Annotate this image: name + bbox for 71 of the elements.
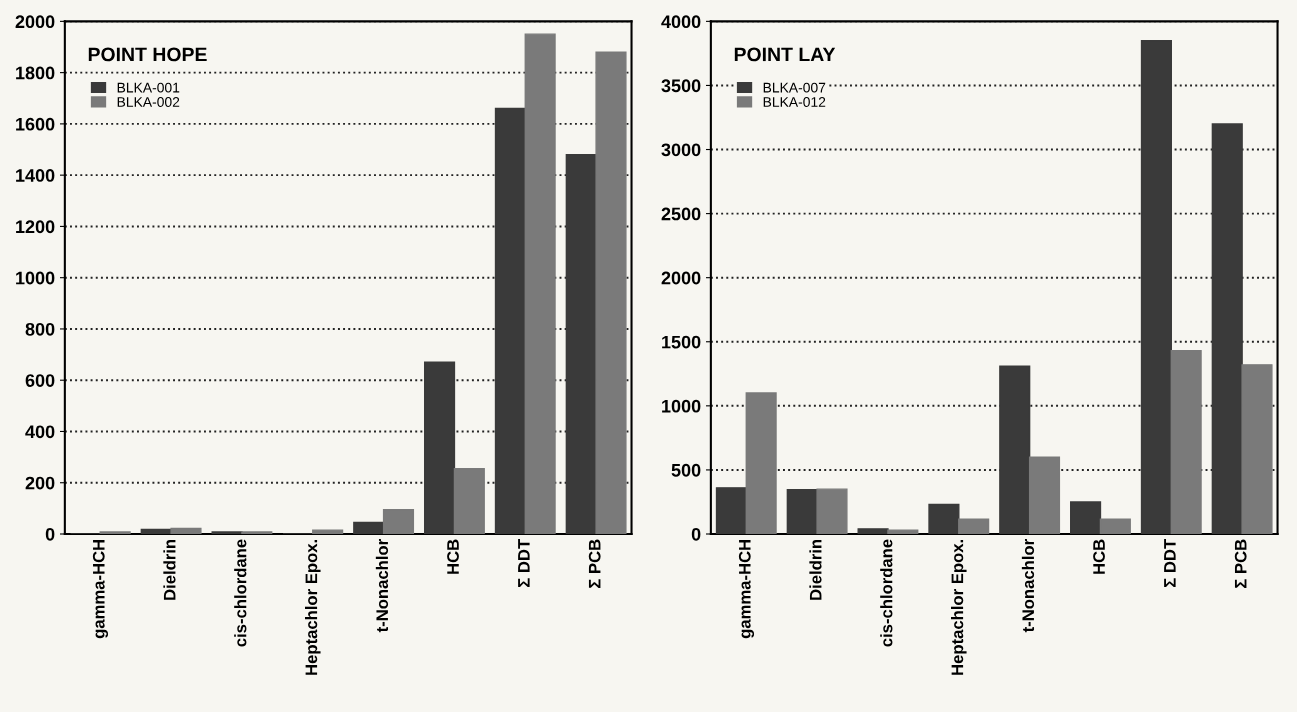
bar (1070, 501, 1102, 534)
y-tick-label: 1000 (662, 399, 701, 413)
bar (928, 503, 960, 534)
y-tick-label: 3500 (661, 79, 701, 93)
bar (887, 529, 919, 534)
legend-label: BLKA-007 (763, 82, 826, 93)
y-tick-label: 1600 (16, 117, 55, 131)
x-tick-label: HCB (447, 539, 459, 574)
bar (958, 518, 990, 534)
bar (786, 489, 818, 534)
bar (99, 531, 131, 534)
bar (1170, 350, 1202, 534)
x-tick-label: HCB (1093, 539, 1105, 574)
y-tick-label: 500 (671, 463, 701, 477)
x-tick-label: Heptachlor Epox. (951, 540, 967, 675)
bar (353, 521, 385, 534)
y-tick-label: 0 (45, 527, 55, 541)
text: POINT HOPE (88, 47, 207, 62)
bar (1241, 364, 1273, 534)
y-tick-label: 0 (691, 527, 701, 541)
bar (1099, 518, 1131, 534)
y-tick-label: 1000 (16, 271, 55, 285)
legend-label: BLKA-002 (117, 97, 180, 107)
bar (211, 531, 243, 534)
bar (241, 531, 273, 534)
bar (170, 527, 202, 534)
x-tick-label: gamma-HCH (738, 539, 755, 639)
legend-label: BLKA-001 (117, 82, 180, 93)
x-tick-label: Dieldrin (163, 539, 176, 600)
y-tick-label: 400 (25, 425, 55, 439)
bar (382, 508, 415, 534)
x-tick-label: t-Nonachlor (1021, 539, 1035, 633)
x-tick-label: Dieldrin (809, 539, 822, 600)
bar (524, 33, 556, 534)
bar (423, 361, 456, 534)
y-tick-label: 2000 (661, 271, 701, 285)
x-tick-label: cis-chlordane (234, 539, 247, 647)
bar (494, 107, 526, 534)
x-tick-label: Σ DDT (1164, 539, 1176, 588)
y-tick-label: 2500 (661, 207, 701, 221)
y-tick-label: 1400 (16, 169, 55, 182)
y-tick-label: 3000 (661, 143, 701, 157)
y-tick-label: 4000 (661, 15, 701, 29)
x-tick-label: gamma-HCH (92, 539, 109, 639)
bar (816, 488, 848, 534)
bar (999, 365, 1031, 534)
bar (595, 51, 627, 534)
y-tick-label: 200 (25, 476, 55, 490)
bar (857, 528, 889, 534)
bar (312, 529, 344, 534)
x-tick-label: Σ PCB (1234, 539, 1247, 588)
bar (1211, 123, 1243, 534)
x-tick-label: Heptachlor Epox. (305, 540, 321, 675)
bar (565, 153, 597, 534)
y-tick-label: 2000 (15, 15, 55, 29)
legend-label: BLKA-012 (763, 97, 826, 107)
y-tick-label: 1800 (16, 66, 55, 80)
x-tick-label: Σ PCB (588, 539, 601, 588)
x-tick-label: t-Nonachlor (375, 539, 389, 633)
x-tick-label: Σ DDT (518, 539, 530, 588)
y-tick-label: 800 (25, 322, 55, 336)
bar (1028, 456, 1061, 534)
y-tick-label: 1200 (16, 220, 55, 234)
bar (715, 487, 747, 534)
bar (1140, 39, 1172, 534)
x-tick-label: cis-chlordane (880, 539, 893, 647)
bar (453, 467, 485, 534)
bar (745, 392, 777, 534)
y-tick-label: 1500 (662, 335, 701, 349)
y-tick-label: 600 (25, 374, 55, 387)
text: POINT LAY (734, 47, 836, 62)
